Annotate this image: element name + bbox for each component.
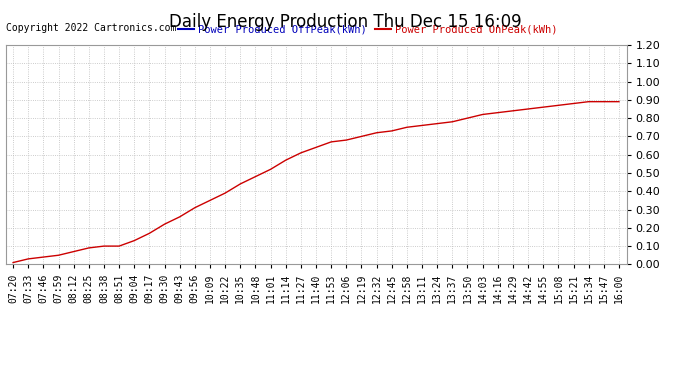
Text: Daily Energy Production Thu Dec 15 16:09: Daily Energy Production Thu Dec 15 16:09 — [168, 13, 522, 31]
Legend: Power Produced OffPeak(kWh), Power Produced OnPeak(kWh): Power Produced OffPeak(kWh), Power Produ… — [179, 25, 558, 35]
Text: Copyright 2022 Cartronics.com: Copyright 2022 Cartronics.com — [6, 23, 176, 33]
